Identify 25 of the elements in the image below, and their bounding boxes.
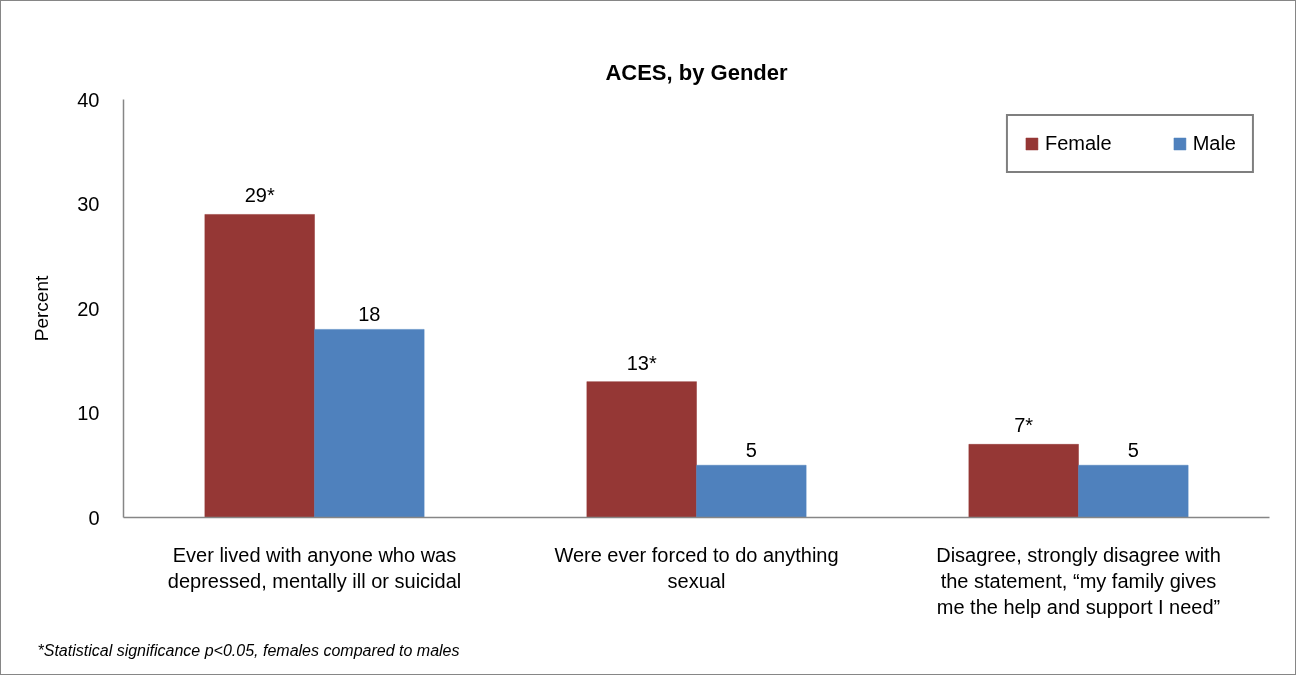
text: *Statistical significance p<0.05, females compared to males [37, 641, 460, 659]
x-tick-label: Ever lived with anyone who was depressed, mentally ill or suicidal [167, 543, 462, 592]
chart-title: ACES, by Gender [605, 59, 789, 85]
bar [1078, 465, 1189, 518]
bar [204, 214, 315, 518]
x-tick-label: Disagree, strongly disagree with the statement, “my family gives me the help and support I need” [936, 543, 1221, 619]
y-tick-label: 20 [77, 297, 100, 320]
legend-label: Male [1192, 132, 1236, 155]
data-label: 5 [1127, 439, 1139, 462]
x-tick-label: Were ever forced to do anything sexual [554, 543, 839, 592]
data-label: 29* [244, 184, 275, 207]
y-tick-label: 10 [77, 402, 100, 424]
bar [696, 465, 807, 518]
bar [314, 329, 425, 518]
y-tick-label: 30 [77, 193, 100, 215]
bar [968, 444, 1079, 518]
bar [586, 381, 697, 518]
y-tick-label: 40 [77, 88, 100, 111]
data-label: 13* [626, 351, 657, 374]
data-label: 5 [745, 439, 757, 462]
legend-label: Female [1044, 132, 1112, 155]
data-label: 18 [358, 303, 381, 326]
y-axis-title: Percent [31, 275, 53, 342]
data-label: 7* [1014, 414, 1034, 437]
y-tick-label: 0 [88, 506, 100, 529]
